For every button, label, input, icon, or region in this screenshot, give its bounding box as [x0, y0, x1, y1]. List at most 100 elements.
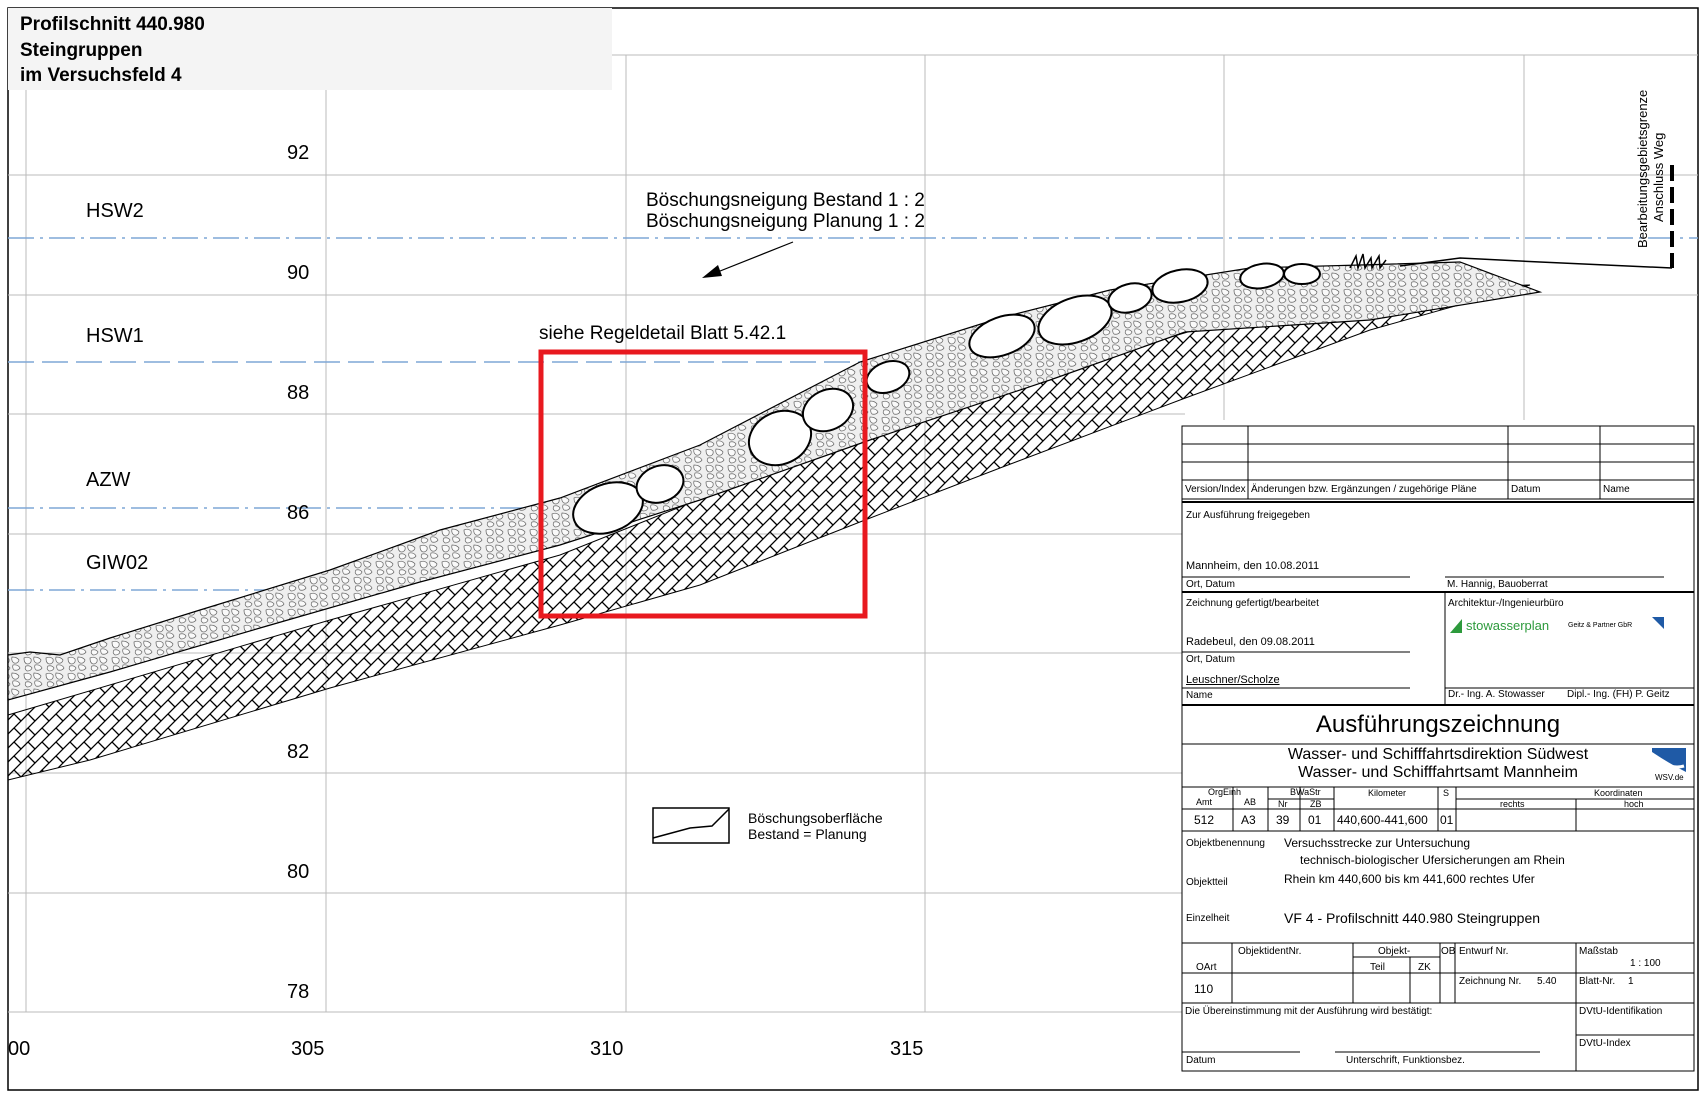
bwastr-header: BWaStr — [1290, 787, 1321, 797]
office-signer1: Dr.- Ing. A. Stowasser — [1448, 689, 1545, 700]
zb-header: ZB — [1310, 799, 1322, 809]
geitz-partner-logo: Geitz & Partner GbR — [1568, 622, 1633, 629]
s-value: 01 — [1440, 813, 1454, 827]
elevation-label: 92 — [287, 142, 310, 164]
boulders — [572, 262, 1321, 535]
rechts-header: rechts — [1500, 799, 1525, 809]
station-label: 315 — [890, 1038, 924, 1060]
elevation-label: 80 — [287, 861, 310, 883]
object-label: Objektbenennung — [1186, 838, 1265, 849]
title-box — [8, 8, 612, 90]
elevation-label: 86 — [287, 502, 310, 524]
rev-date-header: Datum — [1511, 484, 1541, 495]
release-signer: M. Hannig, Bauoberrat — [1447, 579, 1548, 590]
office-signer2: Dipl.- Ing. (FH) P. Geitz — [1567, 689, 1670, 700]
stone-fill — [7, 261, 1543, 701]
ab-value: A3 — [1241, 813, 1256, 827]
object-line2: technisch-biologischer Ufersicherungen a… — [1300, 853, 1565, 867]
elevation-label: 78 — [287, 981, 310, 1003]
objektident-header: ObjektidentNr. — [1238, 946, 1302, 957]
object-part-label: Objektteil — [1186, 877, 1228, 888]
massstab-header: Maßstab — [1579, 946, 1618, 957]
objekt-header: Objekt- — [1378, 946, 1411, 957]
drawn-names: Leuschner/Scholze — [1186, 674, 1280, 686]
vegetation-tuft — [1349, 253, 1387, 271]
drawing-title-line2: Steingruppen — [20, 40, 143, 61]
stowasserplan-logo: stowasserplan — [1466, 618, 1550, 633]
release-place-date: Mannheim, den 10.08.2011 — [1186, 560, 1320, 572]
detail-frame — [538, 349, 868, 619]
legend-label-line1: Böschungsoberfläche — [748, 810, 883, 826]
amt-value: 512 — [1194, 813, 1215, 827]
kilometer-header: Kilometer — [1368, 788, 1407, 798]
authority-directorate: Wasser- und Schifffahrtsdirektion Südwes… — [1287, 746, 1589, 763]
oart-value: 110 — [1194, 982, 1214, 996]
s-header: S — [1443, 788, 1450, 798]
water-level-label: HSW2 — [86, 200, 144, 222]
entwurf-header: Entwurf Nr. — [1459, 946, 1509, 957]
elevation-label: 88 — [287, 382, 310, 404]
agreement-text: Die Übereinstimmung mit der Ausführung w… — [1185, 1006, 1433, 1017]
legend-label-line2: Bestand = Planung — [748, 826, 867, 842]
footer-date-label: Datum — [1186, 1055, 1216, 1066]
detail-reference-note: siehe Regeldetail Blatt 5.42.1 — [539, 323, 787, 344]
wsv-logo-icon — [1652, 748, 1686, 772]
station-label: 00 — [8, 1038, 31, 1060]
drawing-type-title: Ausführungszeichnung — [1315, 711, 1561, 738]
sheet-border — [7, 7, 1699, 1091]
water-level-lines — [8, 237, 1698, 591]
authority-office: Wasser- und Schifffahrtsamt Mannheim — [1298, 764, 1578, 781]
slope-arrow-head — [702, 265, 722, 278]
footer-signature-label: Unterschrift, Funktionsbez. — [1346, 1055, 1465, 1066]
office-label: Architektur-/Ingenieurbüro — [1448, 598, 1564, 609]
slope-planned-note: Böschungsneigung Planung 1 : 2 — [646, 211, 925, 232]
drawn-place-date: Radebeul, den 09.08.2011 — [1186, 636, 1315, 648]
teil-header: Teil — [1370, 962, 1386, 973]
km-value: 440,600-441,600 — [1337, 813, 1428, 827]
station-label: 305 — [291, 1038, 325, 1060]
massstab-value: 1 : 100 — [1630, 958, 1661, 969]
nr-header: Nr — [1278, 799, 1288, 809]
zb-value: 01 — [1308, 813, 1322, 827]
water-level-label: AZW — [86, 469, 131, 491]
drawn-names-label: Name — [1186, 690, 1213, 701]
zk-header: ZK — [1418, 962, 1431, 973]
drawing-title-line3: im Versuchsfeld 4 — [20, 65, 182, 86]
ab-header: AB — [1244, 797, 1257, 807]
rev-name-header: Name — [1603, 484, 1630, 495]
dvtu-index-label: DVtU-Index — [1579, 1038, 1631, 1049]
drawing-title-line1: Profilschnitt 440.980 — [20, 14, 205, 35]
release-label: Zur Ausführung freigegeben — [1186, 510, 1310, 521]
hoch-header: hoch — [1624, 799, 1644, 809]
water-level-label: HSW1 — [86, 325, 144, 347]
water-level-label: GIW02 — [86, 552, 149, 574]
stowasser-logo-icon — [1450, 619, 1462, 633]
blatt-header: Blatt-Nr. — [1579, 976, 1616, 987]
elevation-label: 90 — [287, 262, 310, 284]
amt-header: Amt — [1196, 797, 1213, 807]
nr-value: 39 — [1276, 813, 1290, 827]
object-part: Rhein km 440,600 bis km 441,600 rechtes … — [1284, 872, 1535, 886]
wsv-label: WSV.de — [1655, 773, 1684, 782]
zeichnung-header: Zeichnung Nr. — [1459, 976, 1522, 987]
drawn-place-date-label: Ort, Datum — [1186, 654, 1235, 665]
ob-header: OB — [1441, 946, 1456, 957]
blatt-value: 1 — [1628, 976, 1634, 987]
station-label: 310 — [590, 1038, 624, 1060]
terrain-line — [1399, 257, 1673, 269]
object-detail: VF 4 - Profilschnitt 440.980 Steingruppe… — [1284, 910, 1541, 926]
object-detail-label: Einzelheit — [1186, 913, 1230, 924]
drawn-label: Zeichnung gefertigt/bearbeitet — [1186, 598, 1319, 609]
orgeinh-header: OrgEinh — [1208, 787, 1242, 797]
rev-changes-header: Änderungen bzw. Ergänzungen / zugehörige… — [1251, 484, 1477, 495]
koordinaten-header: Koordinaten — [1594, 788, 1643, 798]
legend-symbol — [652, 807, 730, 844]
object-line1: Versuchsstrecke zur Untersuchung — [1284, 836, 1471, 850]
zeichnung-value: 5.40 — [1537, 976, 1557, 987]
rev-version-header: Version/Index — [1185, 484, 1246, 495]
elevation-label: 82 — [287, 741, 310, 763]
geitz-logo-icon — [1652, 617, 1664, 629]
